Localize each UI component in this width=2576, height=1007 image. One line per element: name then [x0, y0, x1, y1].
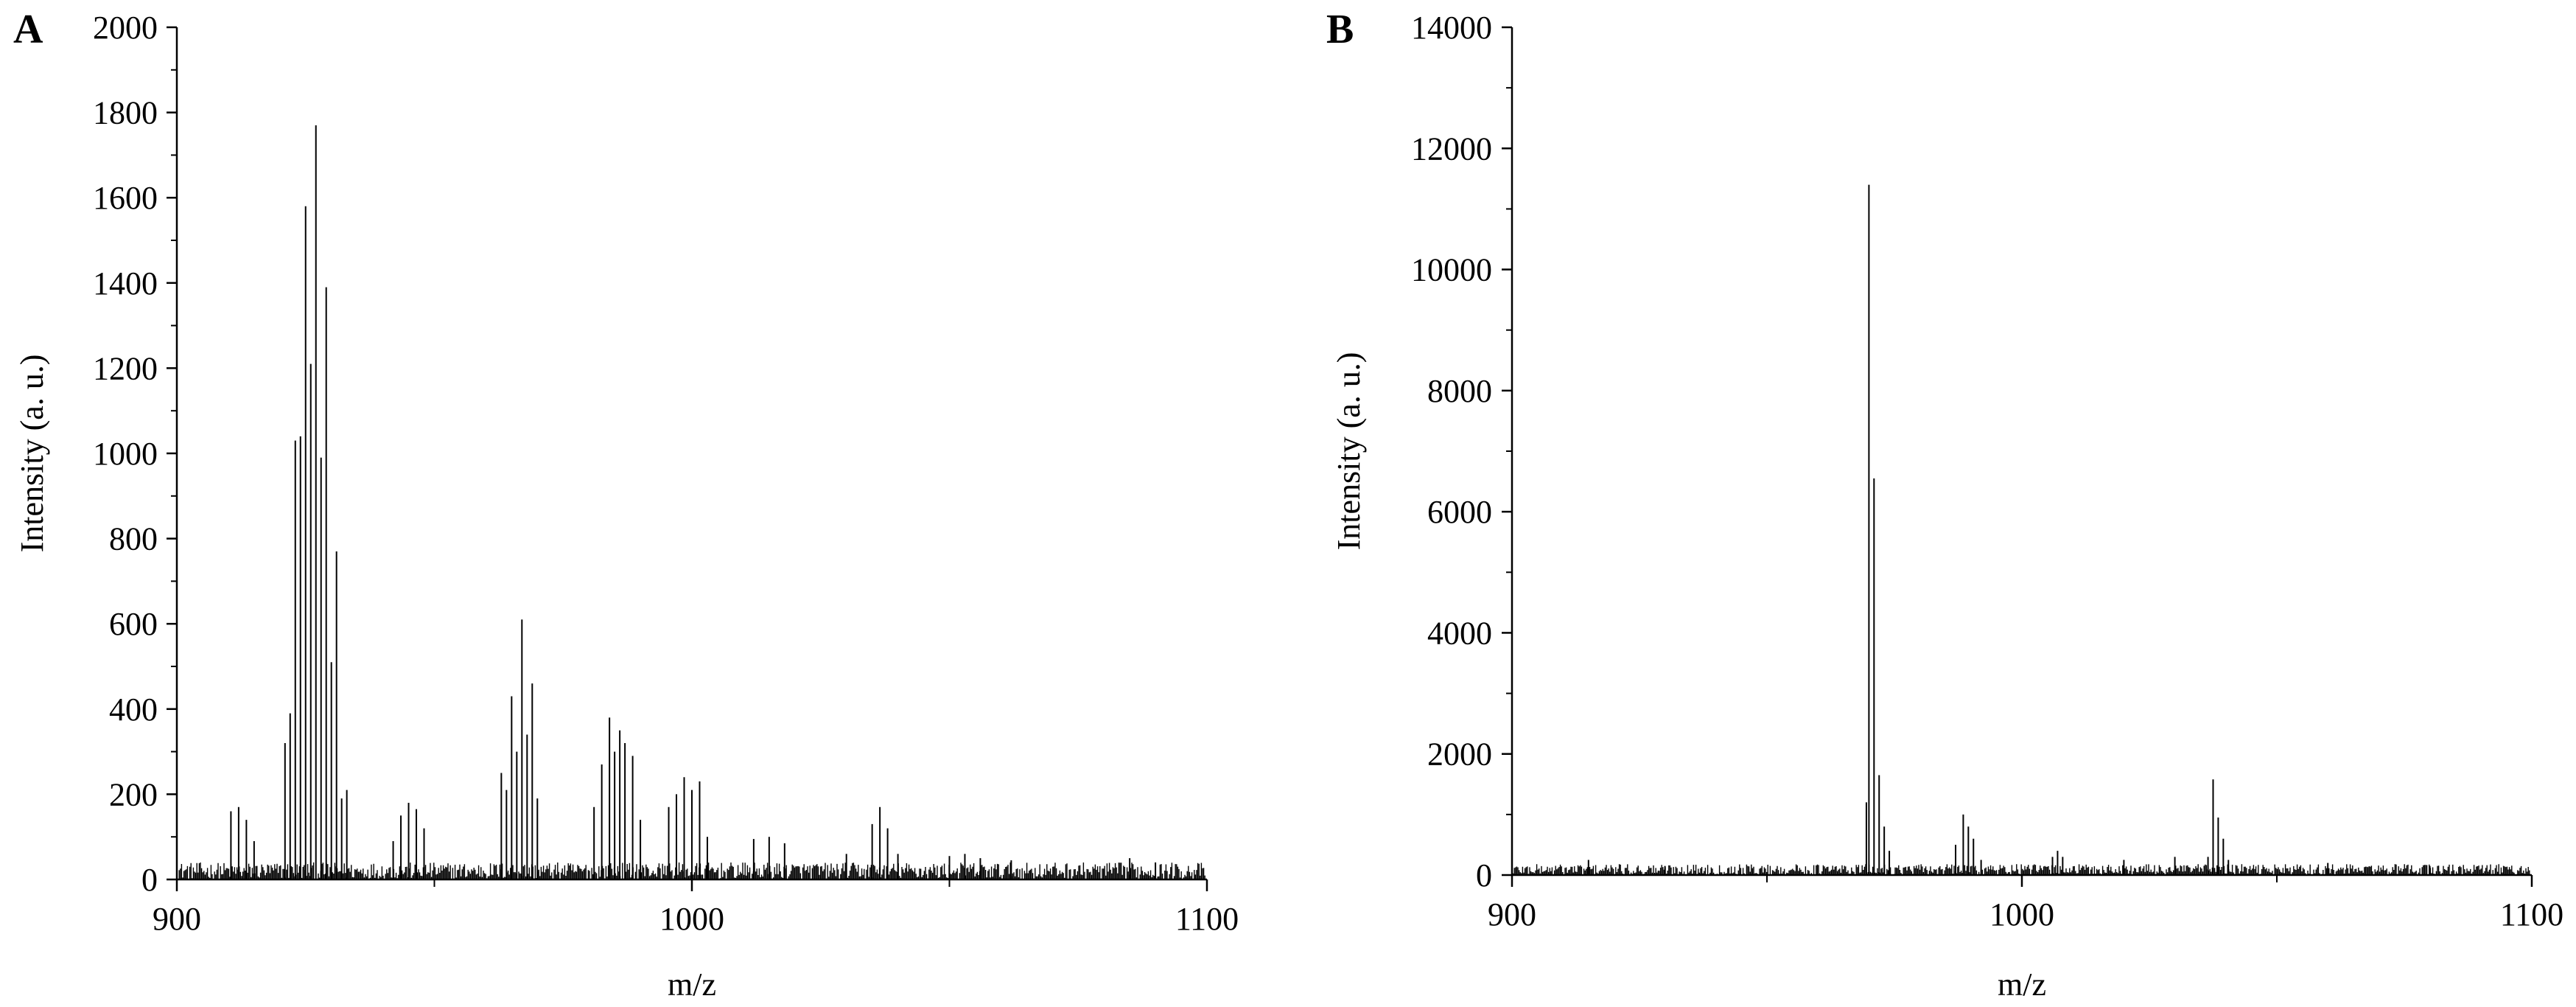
- y-tick-label: 800: [109, 521, 158, 557]
- y-tick-label: 200: [109, 776, 158, 812]
- x-tick-label: 900: [1488, 896, 1536, 933]
- x-tick-label: 1100: [1175, 901, 1239, 937]
- y-tick-label: 10000: [1411, 252, 1492, 288]
- y-tick-label: 1600: [93, 180, 158, 216]
- y-tick-label: 400: [109, 691, 158, 728]
- chart-panel-a: A 0 200 400 600 800 1000 1200 1400 1600 1800 2000 90…: [13, 7, 1239, 1003]
- x-tick-label: 1000: [659, 901, 724, 937]
- x-tick-label: 1100: [2500, 896, 2563, 933]
- y-tick-label: 6000: [1427, 494, 1492, 530]
- y-tick-label: 1400: [93, 265, 158, 302]
- y-tick-label: 0: [141, 862, 158, 898]
- y-axis-title: Intensity (a. u.): [14, 355, 50, 553]
- x-tick-label: 900: [153, 901, 201, 937]
- panel-label-b: B: [1326, 7, 1354, 52]
- x-axis-title: m/z: [668, 966, 716, 1003]
- spectrum-baseline-noise: [1511, 864, 2530, 875]
- y-tick-label: 8000: [1427, 373, 1492, 409]
- y-tick-label: 0: [1476, 857, 1492, 893]
- y-tick-label: 1800: [93, 95, 158, 131]
- y-tick-label: 2000: [1427, 736, 1492, 773]
- y-tick-label: 14000: [1411, 10, 1492, 46]
- y-tick-label: 600: [109, 606, 158, 642]
- y-tick-label: 1000: [93, 436, 158, 472]
- y-tick-label: 4000: [1427, 615, 1492, 651]
- y-tick-label: 1200: [93, 350, 158, 386]
- x-tick-label: 1000: [1989, 896, 2054, 933]
- panel-label-a: A: [13, 7, 43, 52]
- x-axis-title: m/z: [1998, 966, 2046, 1003]
- y-tick-label: 2000: [93, 10, 158, 46]
- spectrum-baseline-noise: [176, 862, 1205, 879]
- y-axis-title: Intensity (a. u.): [1331, 352, 1367, 551]
- y-tick-label: 12000: [1411, 130, 1492, 167]
- chart-panel-b: B 0 2000 4000 6000 8000 10000 12000 14000 900 1000…: [1326, 7, 2563, 1003]
